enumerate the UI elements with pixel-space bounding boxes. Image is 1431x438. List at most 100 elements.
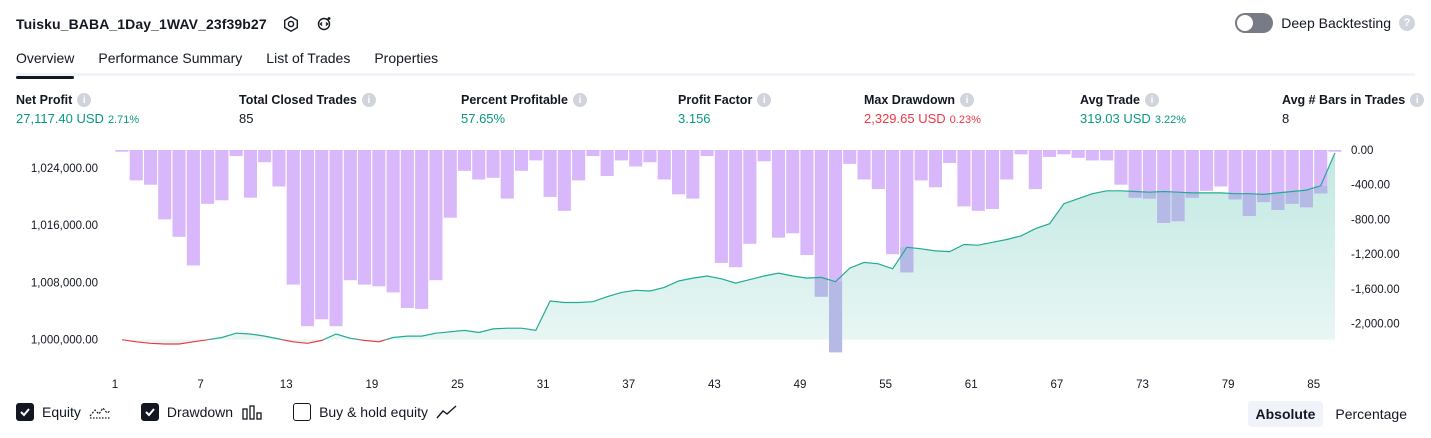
drawdown-bar [486,150,500,178]
drawdown-bar [301,150,315,327]
x-axis-tick-label: 37 [622,379,635,390]
tab-properties[interactable]: Properties [374,50,439,66]
drawdown-bar [1328,150,1342,152]
drawdown-bar [372,150,386,287]
settings-icon[interactable] [281,14,301,34]
legend-drawdown[interactable]: Drawdown [140,403,263,421]
left-axis-tick-label: 1,000,000.00 [31,335,98,347]
drawdown-bar [215,150,229,201]
legend-equity[interactable]: Equity [16,403,111,421]
drawdown-bar [814,150,828,297]
help-icon[interactable]: ? [1399,15,1415,31]
source-code-icon[interactable] [315,14,335,34]
metric-avg-trade: Avg Trade i 319.03 USD 3.22% [1080,93,1186,126]
equity-area-layer [122,152,1335,344]
drawdown-bar [386,150,400,293]
left-axis-tick-label: 1,008,000.00 [31,277,98,289]
equity-label: Equity [42,404,81,420]
metric-label: Net Profit [16,93,73,107]
drawdown-bar [914,150,928,181]
x-axis: 1 7 13 19 25 31 37 43 49 55 61 67 73 79 85 [112,379,1320,390]
drawdown-bar [472,150,486,180]
metric-max-drawdown: Max Drawdown i 2,329.65 USD 0.23% [864,93,981,126]
drawdown-bar [115,150,129,152]
drawdown-bar [286,150,300,285]
drawdown-bar-overlap [900,247,914,273]
drawdown-bar-overlap [829,281,843,353]
x-axis-tick-label: 85 [1307,379,1320,390]
drawdown-bar-overlap [1257,194,1271,203]
drawdown-bar [1228,150,1242,200]
percentage-button[interactable]: Percentage [1335,406,1407,422]
drawdown-bar [686,150,700,199]
drawdown-bar [572,150,586,181]
metric-percent: 2.71% [107,114,140,126]
tab-list-of-trades[interactable]: List of Trades [266,50,351,66]
drawdown-bar [928,150,942,188]
drawdown-bar [629,150,643,167]
drawdown-bar-overlap [1171,192,1185,222]
x-axis-tick-label: 49 [794,379,807,390]
drawdown-bar [786,150,800,234]
drawdown-bar [1057,150,1071,155]
left-y-axis: 1,000,000.00 1,008,000.00 1,016,000.00 1,02… [31,163,98,347]
info-icon[interactable]: i [1144,93,1159,107]
buy-hold-checkbox[interactable] [293,403,312,421]
drawdown-bar [1200,150,1214,191]
drawdown-bar [1314,150,1328,194]
drawdown-bar [415,150,429,309]
tab-overview[interactable]: Overview [16,46,75,79]
tab-performance-summary[interactable]: Performance Summary [98,50,243,66]
info-icon[interactable]: i [572,93,587,107]
metric-label: Total Closed Trades [239,93,357,107]
x-axis-tick-label: 25 [451,379,464,390]
drawdown-bar [614,150,628,161]
drawdown-bar [771,150,785,238]
deep-backtesting-label: Deep Backtesting [1281,15,1391,31]
drawdown-bar [600,150,614,176]
toggle-knob [1237,15,1254,31]
info-icon[interactable]: i [361,93,376,107]
x-axis-tick-label: 13 [280,379,293,390]
metric-value: 8 [1282,111,1290,126]
drawdown-bars-icon [242,405,262,420]
info-icon[interactable]: i [960,93,974,107]
drawdown-bar [1028,150,1042,190]
drawdown-bar [800,150,814,255]
drawdown-bar [1085,150,1099,161]
legend-buy-hold[interactable]: Buy & hold equity [293,403,458,421]
drawdown-bar [1285,150,1299,204]
equity-checkbox[interactable] [16,403,34,421]
drawdown-bar [557,150,571,211]
drawdown-bar [343,150,357,281]
drawdown-bar [258,150,272,163]
drawdown-bar [757,150,771,162]
x-axis-tick-label: 7 [197,379,203,390]
drawdown-bar [129,150,143,181]
metric-net-profit: Net Profit i 27,117.40 USD 2.71% [16,93,139,126]
drawdown-bar [586,150,600,157]
drawdown-checkbox[interactable] [140,403,159,421]
deep-backtesting-toggle[interactable] [1235,13,1274,33]
right-axis-tick-label: -400.00 [1351,180,1390,192]
metric-avg-bars: Avg # Bars in Trades i 8 [1282,93,1425,126]
drawdown-bar [543,150,557,197]
equity-line [121,152,1336,340]
drawdown-bar [1257,150,1271,203]
drawdown-bar-overlap [1285,191,1299,204]
right-axis-tick-label: -1,600.00 [1351,284,1400,296]
drawdown-bar [857,150,871,180]
x-axis-tick-label: 73 [1136,379,1149,390]
drawdown-bar-overlap [1128,191,1142,198]
absolute-button[interactable]: Absolute [1247,401,1324,427]
drawdown-bar [729,150,743,268]
equity-drawdown-chart[interactable]: 1,000,000.00 1,008,000.00 1,016,000.00 1,02… [0,140,1431,390]
x-axis-tick-label: 31 [537,379,550,390]
drawdown-bar [985,150,999,209]
info-icon[interactable]: i [1410,93,1425,107]
info-icon[interactable]: i [77,93,92,107]
right-axis-tick-label: -800.00 [1351,214,1390,226]
drawdown-bar [144,150,158,185]
info-icon[interactable]: i [757,93,772,107]
drawdown-bar-overlap [1185,192,1199,198]
